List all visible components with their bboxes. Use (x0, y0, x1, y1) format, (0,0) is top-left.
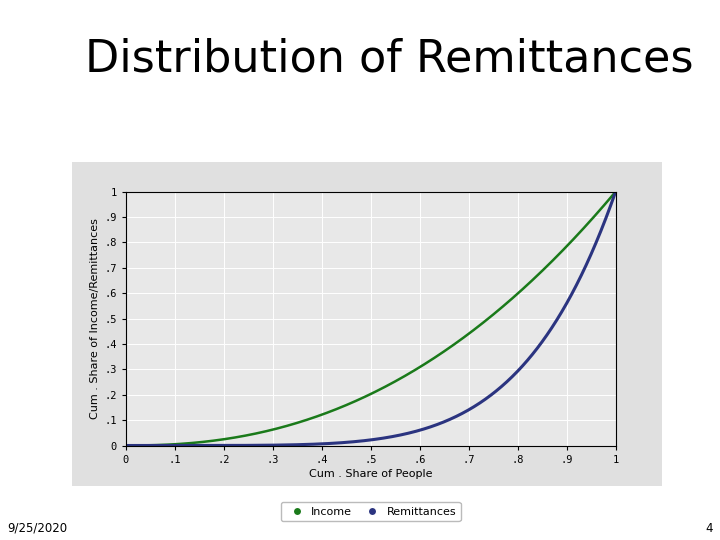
Text: Distribution of Remittances: Distribution of Remittances (84, 38, 693, 81)
Text: 9/25/2020: 9/25/2020 (7, 522, 68, 535)
Text: 4: 4 (706, 522, 713, 535)
Y-axis label: Cum . Share of Income/Remittances: Cum . Share of Income/Remittances (90, 218, 100, 419)
Legend: Income, Remittances: Income, Remittances (281, 502, 461, 521)
X-axis label: Cum . Share of People: Cum . Share of People (309, 469, 433, 478)
